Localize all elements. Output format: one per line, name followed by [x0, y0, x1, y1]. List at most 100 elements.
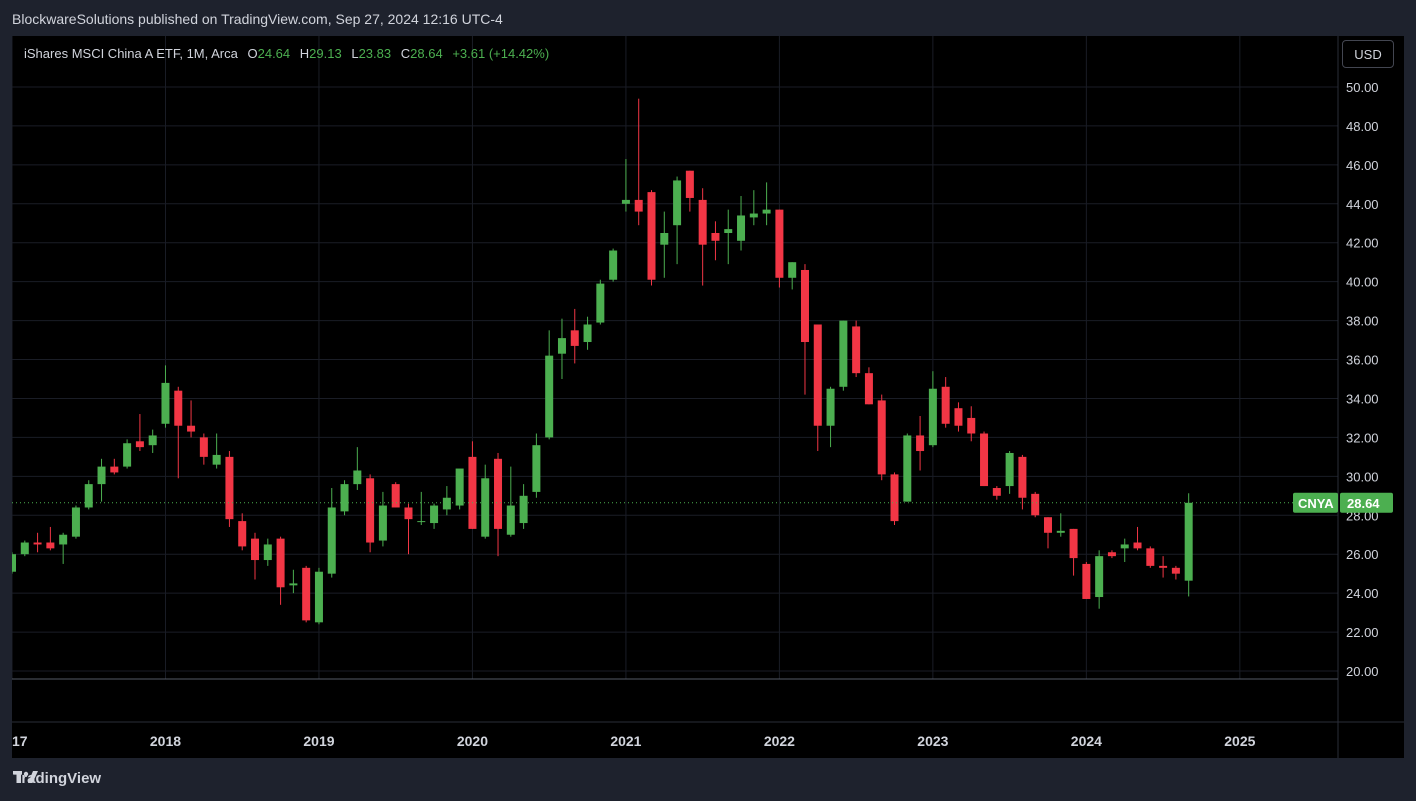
- candle-body: [864, 373, 873, 405]
- candle-2024-07: [1159, 556, 1168, 578]
- candle-2022-06: [839, 320, 848, 391]
- candle-body: [84, 484, 93, 508]
- candle-2023-12: [1069, 528, 1078, 576]
- candle-body: [980, 433, 989, 487]
- x-tick-2018: 2018: [150, 733, 181, 749]
- candle-body: [225, 456, 234, 520]
- candle-body: [570, 330, 579, 346]
- candle-2024-01: [1082, 561, 1091, 599]
- tradingview-brand[interactable]: TradingView: [13, 770, 101, 787]
- candle-body: [749, 213, 758, 218]
- candle-2023-09: [1031, 491, 1040, 518]
- candle-body: [468, 456, 477, 529]
- candle-body: [442, 497, 451, 510]
- candle-body: [634, 199, 643, 212]
- candle-body: [660, 233, 669, 245]
- candle-body: [238, 521, 247, 547]
- candle-body: [481, 478, 490, 537]
- candle-2019-06: [378, 491, 387, 547]
- candle-2024-04: [1120, 538, 1129, 562]
- candle-2018-08: [251, 532, 260, 580]
- price-tag-value: 28.64: [1347, 496, 1380, 511]
- candle-2020-07: [545, 330, 554, 440]
- price-axis: 20.0022.0024.0026.0028.0030.0032.0034.00…: [1346, 80, 1379, 679]
- candle-2019-05: [366, 474, 375, 553]
- candle-2018-05: [212, 433, 221, 469]
- candle-2019-08: [404, 503, 413, 555]
- candle-2019-12: [455, 468, 464, 510]
- candle-2024-06: [1146, 546, 1155, 568]
- candle-body: [430, 505, 439, 524]
- candle-2019-09: [417, 491, 426, 525]
- candle-body: [1056, 530, 1065, 533]
- candle-2022-05: [826, 386, 835, 448]
- x-tick-2021: 2021: [610, 733, 641, 749]
- candlestick-chart[interactable]: 20.0022.0024.0026.0028.0030.0032.0034.00…: [12, 36, 1404, 758]
- candle-body: [609, 250, 618, 280]
- candle-2017-05: [59, 532, 68, 564]
- candle-body: [557, 338, 566, 354]
- candle-2022-04: [813, 324, 822, 452]
- footer: TradingView: [0, 758, 1416, 801]
- candle-body: [391, 484, 400, 508]
- y-tick-38.00: 38.00: [1346, 314, 1379, 329]
- candle-2020-12: [609, 248, 618, 282]
- y-tick-32.00: 32.00: [1346, 430, 1379, 445]
- candle-2019-07: [391, 482, 400, 508]
- candle-2020-01: [468, 441, 477, 529]
- candle-2017-02: [20, 540, 29, 557]
- top-bar: BlockwareSolutions published on TradingV…: [0, 0, 1416, 36]
- candle-2023-11: [1056, 513, 1065, 537]
- candle-2019-11: [442, 486, 451, 516]
- candle-body: [20, 542, 29, 555]
- candle-2023-04: [967, 406, 976, 442]
- candle-body: [494, 458, 503, 529]
- candle-body: [161, 382, 170, 424]
- last-price-tag: CNYA 28.64: [1293, 492, 1393, 513]
- candle-body: [404, 507, 413, 520]
- y-tick-46.00: 46.00: [1346, 158, 1379, 173]
- candle-2021-09: [724, 209, 733, 265]
- candle-body: [954, 408, 963, 426]
- candle-2018-03: [187, 400, 196, 438]
- candle-2018-10: [276, 536, 285, 605]
- candle-body: [647, 192, 656, 280]
- candle-2019-02: [327, 488, 336, 578]
- candle-body: [135, 441, 144, 448]
- candle-body: [992, 488, 1001, 496]
- candle-2022-01: [775, 209, 784, 288]
- candle-body: [1005, 452, 1014, 487]
- candle-2022-09: [877, 394, 886, 481]
- candle-body: [1107, 552, 1116, 557]
- y-tick-20.00: 20.00: [1346, 664, 1379, 679]
- candle-2019-03: [340, 480, 349, 516]
- candle-body: [1018, 456, 1027, 498]
- candle-2017-12: [148, 429, 157, 453]
- chart-area[interactable]: 20.00 22.00 24.00 26.00 28.00 30.00 32.00 34.00…: [12, 36, 1404, 758]
- candle-2021-10: [737, 196, 746, 251]
- candle-2017-10: [123, 439, 132, 469]
- candle-body: [110, 466, 119, 473]
- candle-2017-11: [135, 414, 144, 452]
- candle-body: [1146, 548, 1155, 566]
- candle-body: [1120, 544, 1129, 549]
- candles: [12, 98, 1193, 625]
- candle-2020-05: [519, 484, 528, 529]
- candle-2018-11: [289, 569, 298, 594]
- price-tag-symbol-bg: [1293, 492, 1338, 513]
- candle-body: [1043, 517, 1052, 533]
- candle-2017-04: [46, 526, 55, 551]
- currency-button[interactable]: USD: [1342, 40, 1394, 68]
- candle-body: [839, 320, 848, 387]
- candle-body: [724, 229, 733, 233]
- candle-2019-10: [430, 503, 439, 529]
- candle-2024-02: [1095, 550, 1104, 609]
- candle-2024-03: [1107, 550, 1116, 559]
- candle-2018-04: [199, 433, 208, 465]
- candle-2018-07: [238, 513, 247, 551]
- candle-2018-01: [161, 365, 170, 428]
- y-tick-50.00: 50.00: [1346, 80, 1379, 95]
- candle-2017-09: [110, 458, 119, 475]
- candle-body: [1171, 567, 1180, 574]
- candle-body: [903, 435, 912, 502]
